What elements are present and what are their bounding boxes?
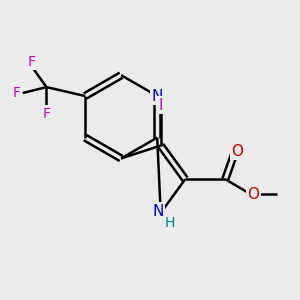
Text: O: O (248, 187, 260, 202)
Text: N: N (152, 88, 163, 104)
Text: O: O (231, 143, 243, 158)
Text: H: H (164, 216, 175, 230)
Text: F: F (28, 55, 36, 69)
Text: I: I (158, 98, 163, 113)
Text: F: F (13, 86, 21, 100)
Text: N: N (152, 204, 164, 219)
Text: F: F (43, 107, 50, 121)
